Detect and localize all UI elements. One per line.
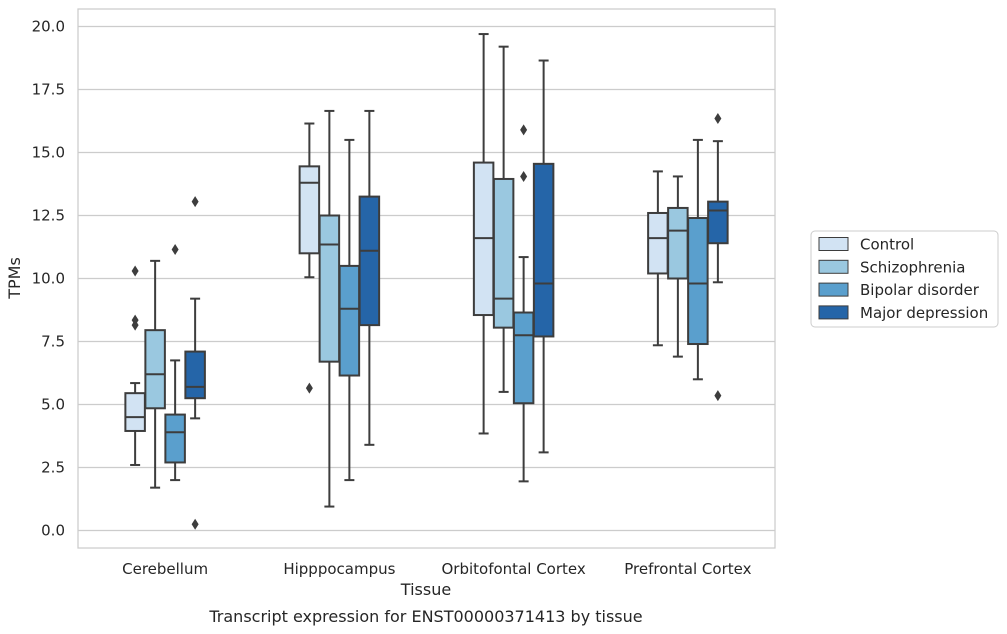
legend-swatch (818, 305, 849, 320)
box-control (298, 122, 321, 394)
box-bipolar-disorder (512, 124, 535, 483)
iqr-box (318, 214, 341, 363)
box-bipolar-disorder (338, 138, 361, 482)
x-tick-label: Hipppocampus (283, 560, 395, 578)
legend-swatch (818, 237, 849, 251)
outlier-point (520, 170, 528, 182)
y-tick-label: 2.5 (41, 459, 65, 477)
outlier-point (714, 112, 722, 124)
iqr-box (124, 392, 146, 432)
y-tick-label: 0.0 (41, 522, 65, 540)
x-tick-label: Orbitofontal Cortex (442, 560, 586, 578)
box-schizophrenia (144, 259, 166, 489)
iqr-box (492, 177, 515, 329)
y-tick-label: 17.5 (32, 81, 65, 99)
box-major-depression (532, 59, 555, 454)
x-axis-label: Tissue (400, 580, 451, 599)
outlier-point (131, 265, 139, 277)
box-major-depression (184, 196, 206, 530)
outlier-point (131, 314, 139, 326)
outlier-point (191, 196, 199, 208)
y-tick-label: 20.0 (32, 18, 65, 36)
iqr-box (667, 206, 689, 280)
box-control (124, 265, 146, 466)
box-major-depression (358, 109, 381, 446)
chart-caption: Transcript expression for ENST0000037141… (208, 607, 642, 626)
iqr-box (338, 264, 361, 377)
iqr-box (512, 311, 535, 405)
box-major-depression (707, 112, 729, 402)
y-tick-label: 7.5 (41, 333, 65, 351)
outlier-point (714, 390, 722, 402)
x-tick-label: Cerebellum (122, 560, 208, 578)
legend-label: Control (860, 236, 914, 254)
iqr-box (144, 329, 166, 410)
x-tick-label: Prefrontal Cortex (624, 560, 751, 578)
y-tick-label: 10.0 (32, 270, 65, 288)
iqr-box (358, 195, 381, 327)
y-tick-label: 5.0 (41, 396, 65, 414)
legend-swatch (818, 282, 849, 297)
x-tick-labels: Cerebellum Hipppocampus Orbitofontal Corte… (122, 560, 751, 578)
y-axis-label: TPMs (5, 257, 24, 300)
box-bipolar-disorder (687, 138, 709, 381)
iqr-box (687, 217, 709, 346)
box-control (647, 170, 669, 347)
iqr-box (298, 165, 321, 255)
y-tick-label: 15.0 (32, 144, 65, 162)
outlier-point (191, 518, 199, 530)
legend-label: Schizophrenia (860, 258, 965, 276)
iqr-box (532, 162, 555, 338)
legend-label: Major depression (860, 304, 988, 322)
outlier-point (520, 124, 528, 136)
box-bipolar-disorder (164, 244, 186, 482)
box-groups (124, 33, 729, 530)
outlier-point (305, 382, 313, 394)
plot-area-frame (77, 8, 776, 549)
legend-swatch (818, 259, 849, 274)
outlier-point (171, 244, 179, 256)
iqr-box (184, 350, 206, 400)
y-tick-labels: 0.0 2.5 5.0 7.5 10.0 12.5 15.0 17.5 20.0 (32, 18, 65, 540)
y-tick-label: 12.5 (32, 207, 65, 225)
iqr-box (707, 200, 729, 245)
legend-frame (810, 230, 999, 328)
iqr-box (164, 413, 186, 464)
legend-label: Bipolar disorder (860, 281, 980, 299)
legend: Control Schizophrenia Bipolar disorder Majo… (810, 230, 999, 328)
box-schizophrenia (492, 45, 515, 393)
iqr-box (647, 211, 669, 275)
